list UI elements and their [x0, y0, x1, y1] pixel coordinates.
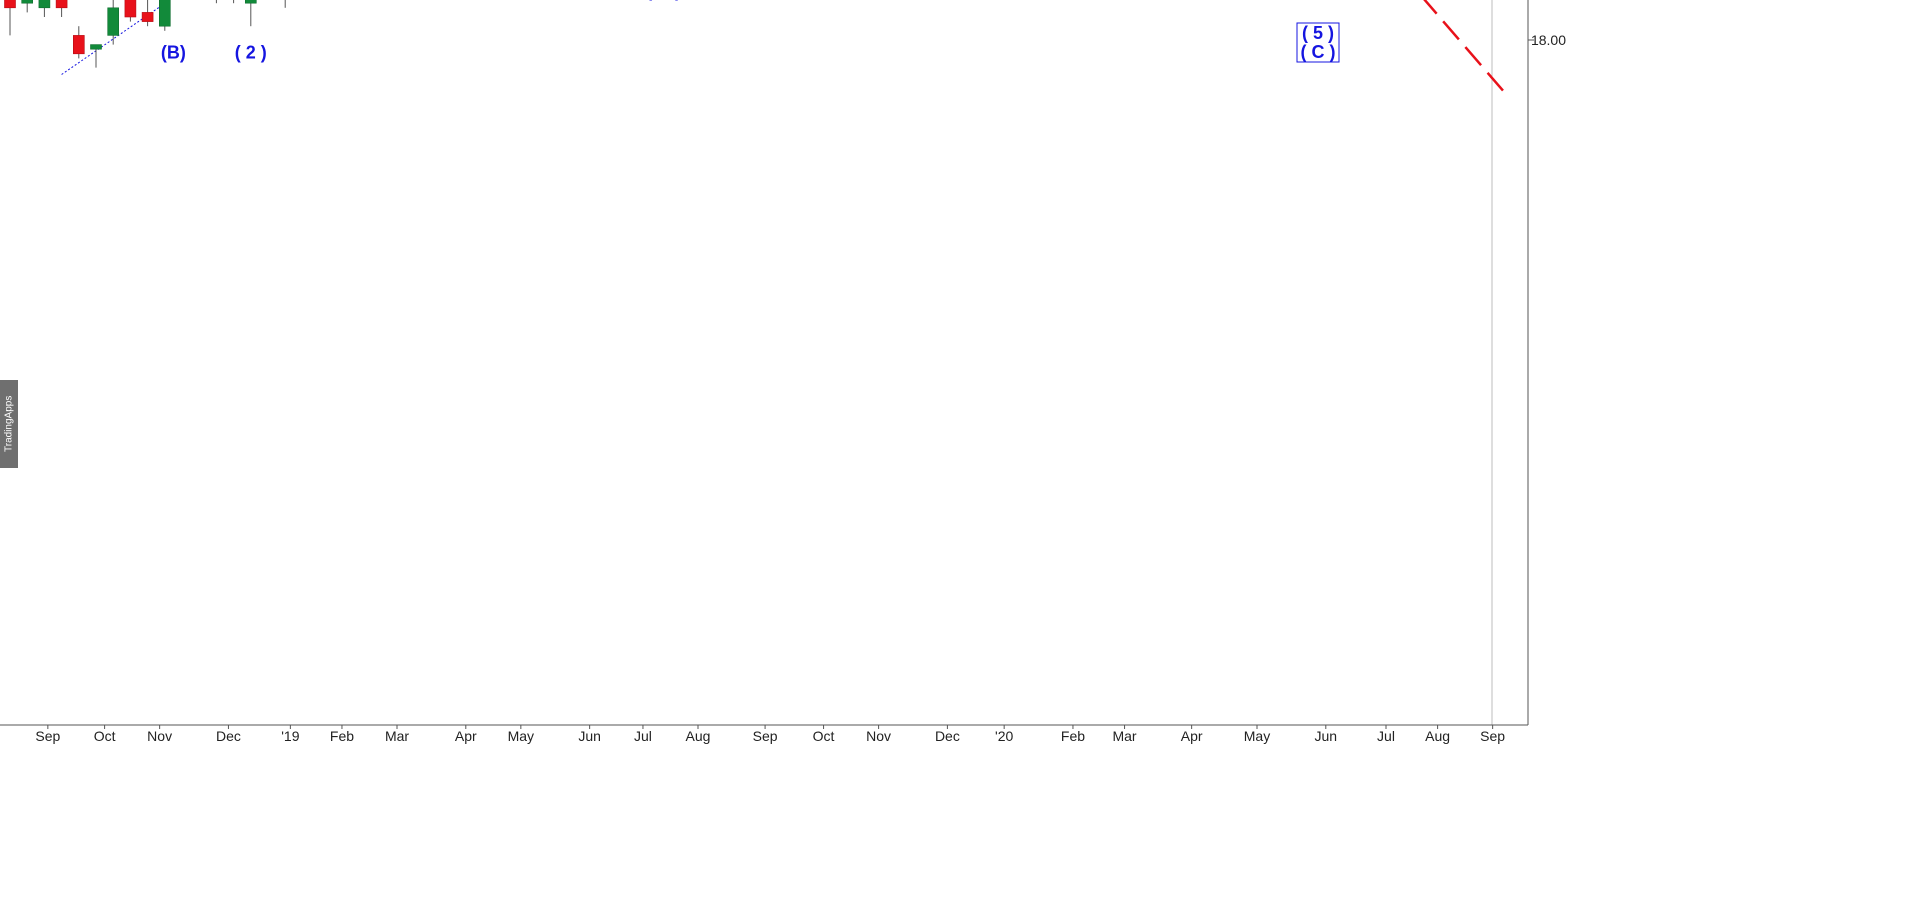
x-tick-label: '20: [995, 728, 1013, 744]
candle-body: [159, 0, 171, 27]
wave-label-layer: (A)( 1 )( C )(B)( 2 )( A )ABC( B )( 3 )(…: [161, 0, 1340, 63]
x-tick-label: Nov: [147, 728, 172, 744]
candle: [55, 0, 68, 17]
candle: [159, 0, 171, 31]
candle: [245, 0, 257, 27]
upper-trendline: [1423, 0, 1504, 92]
x-tick-label: Jul: [634, 728, 652, 744]
candle-body: [38, 0, 51, 9]
candle: [124, 0, 137, 22]
x-tick-label: Sep: [35, 728, 60, 744]
x-tick-label: Jun: [578, 728, 601, 744]
x-tick-label: May: [1244, 728, 1270, 744]
x-tick-label: Nov: [866, 728, 891, 744]
x-tick-label: Aug: [686, 728, 711, 744]
wave-5-label: ( 5 ): [1302, 23, 1334, 43]
grid-layer: [1491, 0, 1493, 725]
x-tick-label: Aug: [1425, 728, 1450, 744]
candle-layer: [4, 0, 286, 68]
candle-body: [141, 12, 154, 22]
candle-body: [73, 35, 85, 55]
candle-body: [21, 0, 34, 4]
candle: [141, 0, 154, 27]
x-tick-label: Feb: [330, 728, 354, 744]
axis-layer: 18.0020.0022.0024.0026.0028.0030.0032.00…: [0, 0, 1566, 744]
wave-5-sublabel: ( C ): [1301, 42, 1336, 62]
x-tick-label: May: [508, 728, 534, 744]
watermark: TradingApps: [0, 380, 18, 468]
x-tick-label: '19: [281, 728, 299, 744]
x-tick-label: Sep: [1480, 728, 1505, 744]
x-tick-label: Mar: [1112, 728, 1136, 744]
x-tick-label: Dec: [216, 728, 241, 744]
x-tick-label: Jul: [1377, 728, 1395, 744]
candle-body: [90, 44, 102, 50]
wave-label: ( 2 ): [235, 42, 267, 62]
candle-body: [4, 0, 16, 9]
x-tick-label: Oct: [94, 728, 116, 744]
candle: [4, 0, 16, 36]
x-tick-label: Sep: [753, 728, 778, 744]
x-tick-label: Feb: [1061, 728, 1085, 744]
candle: [107, 0, 119, 45]
wave-5-box: [1296, 22, 1340, 63]
y-tick-label: 18.00: [1531, 32, 1566, 48]
x-tick-label: Mar: [385, 728, 409, 744]
x-tick-label: Dec: [935, 728, 960, 744]
candle: [21, 0, 34, 13]
x-tick-label: Apr: [455, 728, 477, 744]
candle: [73, 26, 85, 59]
candle: [284, 0, 286, 8]
x-tick-label: Oct: [813, 728, 835, 744]
candle: [38, 0, 51, 17]
candle: [233, 0, 235, 4]
candle: [215, 0, 217, 4]
candle-body: [245, 0, 257, 4]
impulse-trend-line: [61, 0, 171, 75]
candle-body: [107, 7, 119, 36]
x-tick-label: Jun: [1315, 728, 1338, 744]
candle: [90, 44, 102, 68]
wave-label: (B): [161, 42, 186, 62]
x-tick-label: Apr: [1181, 728, 1203, 744]
candle-body: [124, 0, 137, 18]
candle-body: [55, 0, 68, 9]
